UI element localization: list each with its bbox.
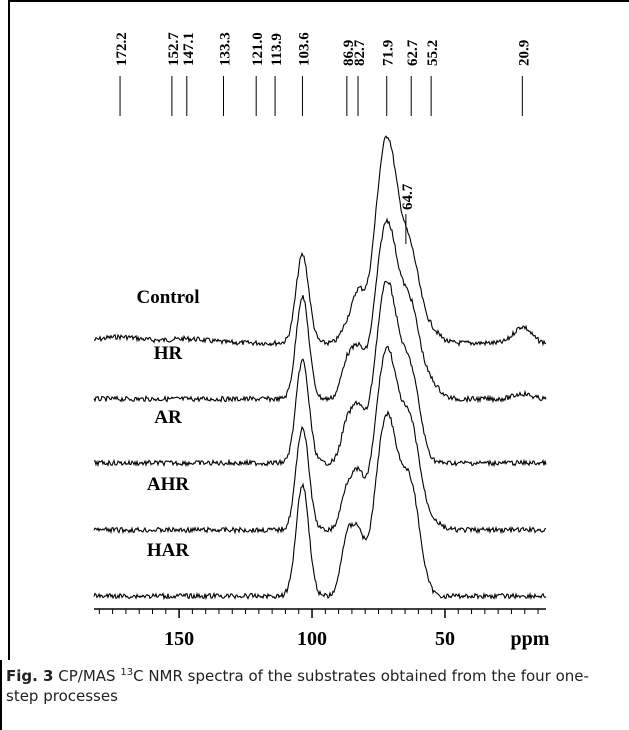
spectrum-label-ahr: AHR (147, 474, 190, 495)
caption-superscript: 13 (120, 667, 134, 678)
x-tick-label-100: 100 (297, 628, 327, 650)
figure-number: Fig. 3 (6, 667, 54, 685)
frame-top-border (8, 0, 629, 2)
x-axis: 150 100 50 ppm (94, 608, 550, 650)
peak-label-172-2: 172.2 (114, 32, 130, 66)
peak-label-62-7: 62.7 (405, 39, 421, 66)
peak-label-86-9: 86.9 (341, 40, 357, 66)
caption-text-a: CP/MAS (58, 667, 121, 685)
peak-label-113-9: 113.9 (269, 33, 285, 66)
spectrum-label-ar: AR (154, 407, 182, 428)
peak-label-133-3: 133.3 (217, 32, 233, 66)
spectrum-ar (93, 280, 547, 468)
peak-label-55-2: 55.2 (425, 40, 441, 66)
spectrum-har (93, 409, 547, 601)
x-tick-label-50: 50 (435, 628, 455, 650)
caption-text-b: C NMR spectra of the substrates obtained… (6, 667, 589, 705)
figure-caption: Fig. 3 CP/MAS 13C NMR spectra of the sub… (6, 666, 606, 706)
peak-label-152-7: 152.7 (166, 32, 182, 66)
peak-label-103-6: 103.6 (296, 32, 312, 66)
series-group: Control HR AR AHR HAR (93, 135, 547, 601)
frame-left-border (8, 0, 10, 660)
spectrum-control (93, 135, 547, 347)
peak-label-121-0: 121.0 (250, 32, 266, 66)
spectrum-hr (93, 217, 547, 404)
peak-label-82-7: 82.7 (352, 39, 368, 66)
caption-left-rule (0, 660, 2, 730)
spectrum-label-hr: HR (154, 343, 183, 364)
spectrum-ahr (93, 345, 547, 535)
peak-label-71-9: 71.9 (381, 40, 397, 66)
x-tick-label-150: 150 (164, 628, 194, 650)
x-axis-label: ppm (511, 628, 550, 650)
spectrum-label-control: Control (137, 287, 200, 308)
peak-label-147-1: 147.1 (181, 32, 197, 66)
annotation-label: 64.7 (400, 183, 416, 210)
spectrum-label-har: HAR (147, 540, 190, 561)
annotation-group: 64.7 (400, 183, 416, 244)
peak-label-20-9: 20.9 (516, 40, 532, 66)
